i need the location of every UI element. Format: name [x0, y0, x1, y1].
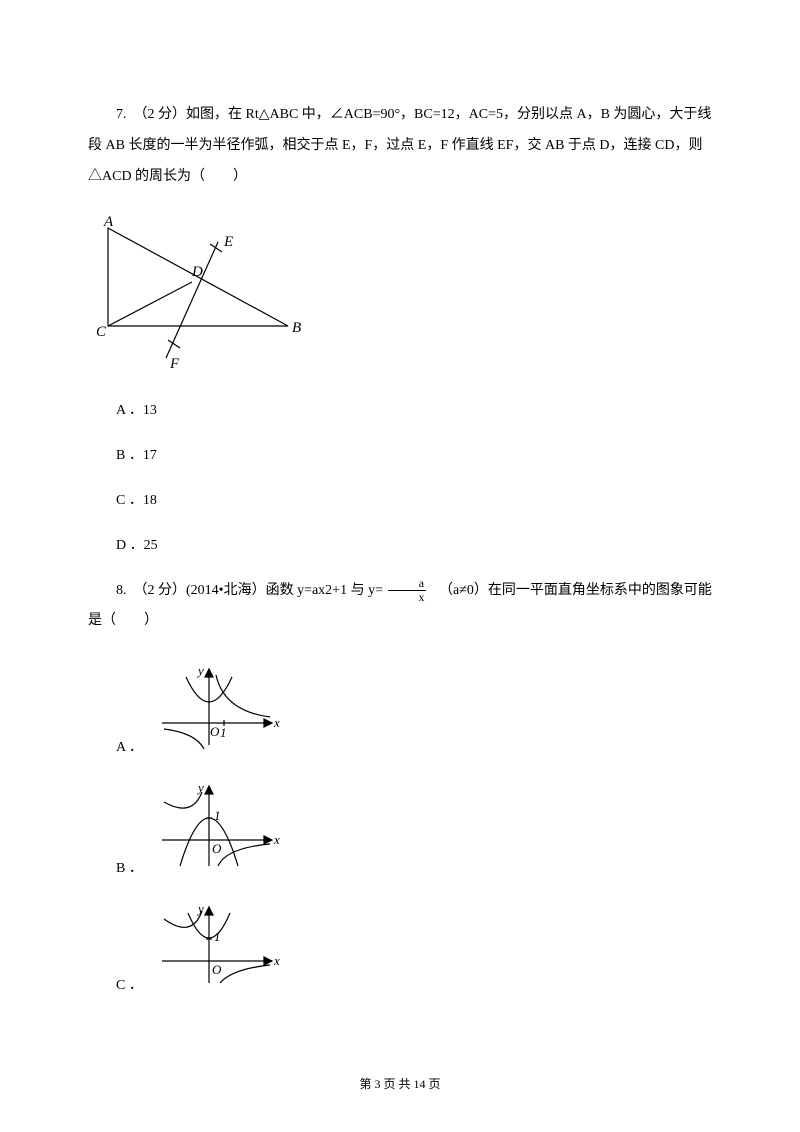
q8-fraction: a x	[388, 577, 426, 604]
q7-option-c: C ．18	[88, 486, 712, 517]
q8-optB-svg: x y O 1	[154, 778, 284, 872]
q8-b-xlabel: x	[273, 832, 280, 847]
q8-b-ylabel: y	[196, 780, 204, 795]
q8-a-one: 1	[220, 725, 227, 740]
q7-option-b: B ．17	[88, 441, 712, 472]
q8-optA-svg: x y O 1	[154, 661, 284, 751]
q7-figure: A B C D E F	[88, 216, 712, 376]
q8-a-olabel: O	[210, 724, 220, 739]
q8-frac-num: a	[388, 577, 426, 591]
q8-option-b: B ． x y O 1	[88, 778, 712, 885]
q8-b-olabel: O	[212, 841, 222, 856]
q8-option-c-label: C ．	[116, 971, 143, 1002]
q8-text: 8. （2 分）(2014•北海）函数 y=ax2+1 与 y= a x （a≠…	[88, 576, 712, 638]
q7-text: 7. （2 分）如图，在 Rt△ABC 中，∠ACB=90°，BC=12，AC=…	[88, 100, 712, 192]
q8-c-one: 1	[214, 929, 221, 944]
q8-c-ylabel: y	[196, 901, 204, 916]
q8-a-ylabel: y	[196, 663, 204, 678]
q8-option-a: A ． x y O 1	[88, 661, 712, 764]
q7-label-F: F	[169, 356, 180, 371]
q7-svg: A B C D E F	[88, 216, 308, 371]
q7-label-B: B	[292, 320, 301, 336]
q7-label-A: A	[103, 216, 114, 230]
q7-label-D: D	[191, 264, 203, 280]
q8-optC-svg: x y O 1	[154, 899, 284, 989]
q8-option-c: C ． x y O 1	[88, 899, 712, 1002]
q8-frac-den: x	[388, 591, 426, 604]
q8-a-xlabel: x	[273, 715, 280, 730]
q7-option-a: A ．13	[88, 396, 712, 427]
q7-option-d: D ．25	[88, 531, 712, 562]
q8-text-pre: 8. （2 分）(2014•北海）函数 y=ax2+1 与 y=	[116, 583, 386, 598]
q8-c-olabel: O	[212, 962, 222, 977]
q8-b-one: 1	[214, 808, 221, 823]
q7-label-E: E	[223, 234, 233, 250]
q7-label-C: C	[96, 324, 107, 340]
q8-c-xlabel: x	[273, 953, 280, 968]
q8-option-b-label: B ．	[116, 854, 143, 885]
page-footer: 第 3 页 共 14 页	[0, 1075, 800, 1092]
q8-option-a-label: A ．	[116, 733, 143, 764]
